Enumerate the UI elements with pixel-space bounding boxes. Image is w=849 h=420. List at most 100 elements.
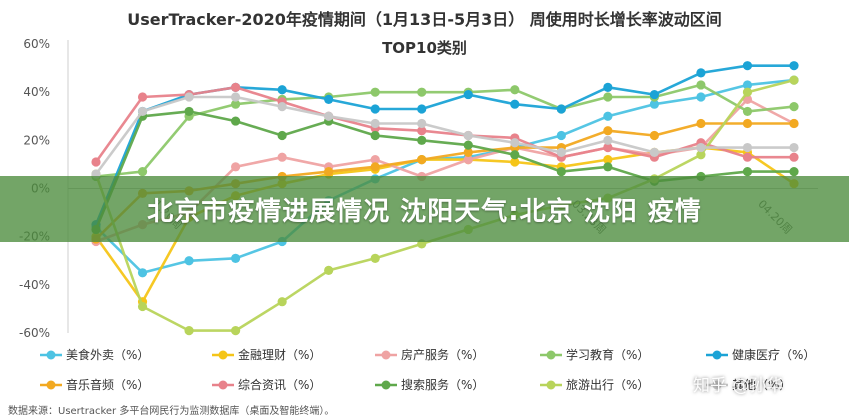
legend-marker-icon [540,380,562,389]
data-point [417,104,427,114]
data-point [137,301,148,312]
data-point [277,297,287,307]
data-point [649,147,660,157]
legend-marker-icon [706,380,728,389]
data-point [184,106,194,117]
y-tick-label: -40% [19,278,50,292]
legend-item: 金融理财（%） [212,346,321,363]
legend-marker-icon [706,350,728,359]
data-point [789,102,799,112]
data-point [324,94,334,104]
data-point [696,80,706,90]
data-point [370,87,380,97]
legend-marker-icon [540,350,562,359]
data-point [463,147,473,157]
data-point [137,92,148,102]
legend-item: 学习教育（%） [540,346,649,363]
data-point [742,142,753,153]
data-point [696,118,706,129]
data-point [742,87,753,97]
data-point [603,92,613,102]
chart-subtitle: TOP10类别 [382,39,467,57]
data-point [742,61,753,71]
data-point [324,167,334,177]
data-point [603,142,613,153]
chart-title: UserTracker-2020年疫情期间（1月13日-5月3日） 周使用时长增… [127,10,722,29]
y-tick-label: 20% [23,133,50,147]
legend-item: 搜索服务（%） [375,376,484,393]
data-point [510,85,520,95]
legend-label: 综合资讯（%） [238,378,322,392]
data-point [603,162,613,172]
data-point [696,142,706,153]
data-point [231,92,241,102]
data-point [231,162,241,172]
legend-label: 金融理财（%） [238,348,322,362]
legend-marker-icon [375,380,397,389]
data-point [463,130,473,141]
data-point [603,155,613,165]
data-point [649,89,660,100]
data-point [556,104,566,114]
data-point [696,92,706,102]
data-point [324,111,334,121]
data-point [789,142,799,153]
data-point [789,167,799,177]
data-point [603,82,613,92]
legend-marker-icon [375,350,397,359]
data-point [603,126,613,136]
series-line [94,95,794,175]
data-point [649,99,660,109]
data-point [510,138,520,148]
legend-label: 健康医疗（%） [732,348,816,362]
data-point [510,150,520,160]
legend-label: 旅游出行（%） [566,378,650,392]
data-point [742,80,753,90]
legend-marker-icon [212,380,234,389]
y-tick-label: 60% [23,37,50,51]
data-point [277,130,287,141]
legend-label: 音乐音频（%） [66,378,150,392]
y-tick-label: 40% [23,85,50,99]
data-point [370,253,380,263]
legend-label: 其他（%） [732,378,792,392]
data-point [463,89,473,100]
data-point [789,118,799,129]
data-point [231,253,241,263]
banner-text: 北京市疫情进展情况 沈阳天气:北京 沈阳 疫情 [147,196,702,227]
series-line [95,83,795,178]
headline-banner: 北京市疫情进展情况 沈阳天气:北京 沈阳 疫情 [0,176,849,242]
legend-item: 健康医疗（%） [706,346,815,363]
data-point [417,87,427,97]
data-point [324,265,334,275]
data-point [463,140,473,150]
data-point [510,157,520,167]
data-point [789,152,799,162]
legend-marker-icon [40,380,62,389]
y-tick-label: -60% [19,326,50,340]
data-point [742,152,753,162]
data-point [742,118,753,129]
data-point [417,155,427,165]
data-point [603,111,613,121]
data-point [556,167,566,177]
data-point [277,85,287,95]
data-point [184,325,194,336]
data-point [463,155,473,165]
data-point [789,61,799,71]
data-point [789,75,799,85]
data-point [417,135,427,145]
data-point [742,106,753,117]
legend-label: 搜索服务（%） [401,378,485,392]
data-point [137,167,148,177]
legend-marker-icon [212,350,234,359]
data-point [370,104,380,114]
data-point [137,106,148,117]
legend-item: 房产服务（%） [375,346,484,363]
data-point [231,99,241,109]
data-point [370,118,380,129]
legend-marker-icon [40,350,62,359]
data-point [277,102,287,112]
data-point [603,135,613,145]
data-point [417,126,427,136]
